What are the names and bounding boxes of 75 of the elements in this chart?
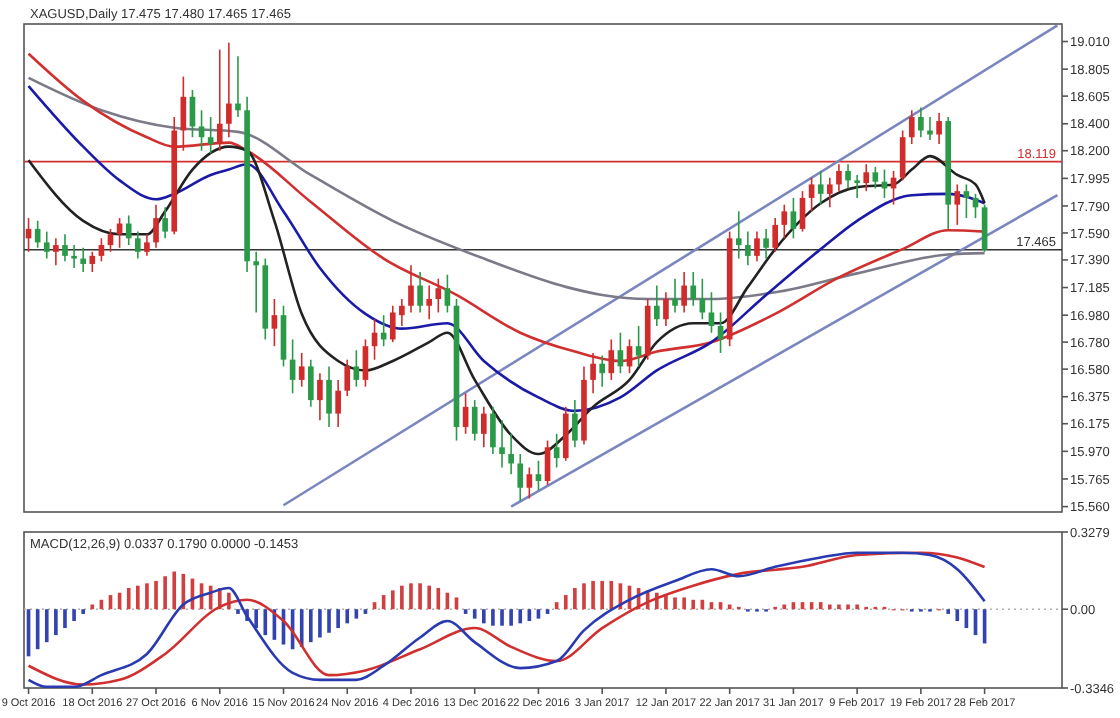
candlestick bbox=[471, 399, 478, 442]
candlestick bbox=[653, 284, 660, 327]
candlestick bbox=[426, 284, 433, 321]
candlestick bbox=[480, 406, 487, 449]
candlestick bbox=[307, 358, 314, 408]
candlestick bbox=[663, 291, 669, 327]
candlestick bbox=[918, 106, 924, 139]
candlestick bbox=[781, 203, 788, 240]
candlestick bbox=[772, 217, 779, 253]
candlestick bbox=[43, 230, 50, 260]
candlestick bbox=[635, 325, 642, 368]
candlestick bbox=[672, 277, 678, 314]
candlestick bbox=[745, 230, 751, 267]
candlestick bbox=[271, 298, 278, 347]
candlestick bbox=[817, 170, 824, 206]
candlestick bbox=[599, 354, 606, 388]
candlestick bbox=[198, 109, 205, 152]
candlestick bbox=[353, 349, 360, 388]
candlestick bbox=[162, 206, 168, 240]
candlestick bbox=[708, 291, 715, 334]
candlestick bbox=[690, 271, 697, 307]
candlestick bbox=[98, 237, 105, 263]
candlestick bbox=[936, 112, 942, 145]
candlestick bbox=[826, 176, 833, 209]
candlestick bbox=[71, 244, 77, 269]
candlestick bbox=[790, 197, 797, 240]
candlestick bbox=[80, 246, 87, 273]
line-series bbox=[27, 84, 986, 413]
candlestick bbox=[845, 163, 851, 190]
candlestick bbox=[908, 109, 915, 145]
candlestick bbox=[326, 365, 332, 428]
candlestick bbox=[107, 228, 114, 253]
candlestick bbox=[754, 230, 760, 263]
candlestick bbox=[417, 271, 423, 314]
candlestick bbox=[763, 228, 769, 260]
candlestick bbox=[927, 116, 933, 141]
candlestick bbox=[144, 233, 150, 257]
candlestick bbox=[125, 214, 132, 246]
candlestick bbox=[335, 379, 341, 428]
candlestick bbox=[572, 399, 578, 449]
candlestick bbox=[235, 55, 241, 118]
candlestick bbox=[854, 174, 860, 199]
candlestick bbox=[89, 251, 96, 273]
candlestick bbox=[735, 210, 742, 260]
candlestick bbox=[53, 237, 59, 267]
candlestick bbox=[226, 42, 232, 139]
candlestick bbox=[62, 233, 68, 263]
candlestick bbox=[681, 271, 687, 314]
candlestick bbox=[562, 406, 569, 462]
candlestick bbox=[808, 176, 815, 213]
candlestick bbox=[981, 203, 988, 253]
candlestick bbox=[954, 183, 961, 226]
candlestick bbox=[517, 453, 524, 503]
candlestick bbox=[444, 273, 451, 314]
candlestick bbox=[207, 116, 214, 155]
candlestick bbox=[490, 406, 496, 455]
candlestick bbox=[526, 466, 533, 500]
candlestick bbox=[317, 372, 323, 422]
candlestick bbox=[499, 419, 505, 469]
candlestick bbox=[344, 358, 351, 397]
candlestick bbox=[134, 230, 141, 260]
candlestick bbox=[280, 304, 287, 368]
candlestick bbox=[836, 163, 842, 192]
candlestick bbox=[553, 433, 560, 469]
line-series bbox=[27, 145, 986, 456]
candlestick bbox=[298, 352, 305, 388]
candlestick bbox=[963, 183, 970, 219]
candlestick bbox=[872, 166, 879, 190]
candlestick bbox=[408, 264, 414, 314]
candlestick bbox=[535, 459, 542, 492]
candlestick bbox=[253, 251, 260, 314]
line-series bbox=[27, 76, 986, 301]
candlestick bbox=[435, 277, 442, 314]
candlestick bbox=[508, 433, 514, 476]
candlestick bbox=[153, 203, 159, 249]
